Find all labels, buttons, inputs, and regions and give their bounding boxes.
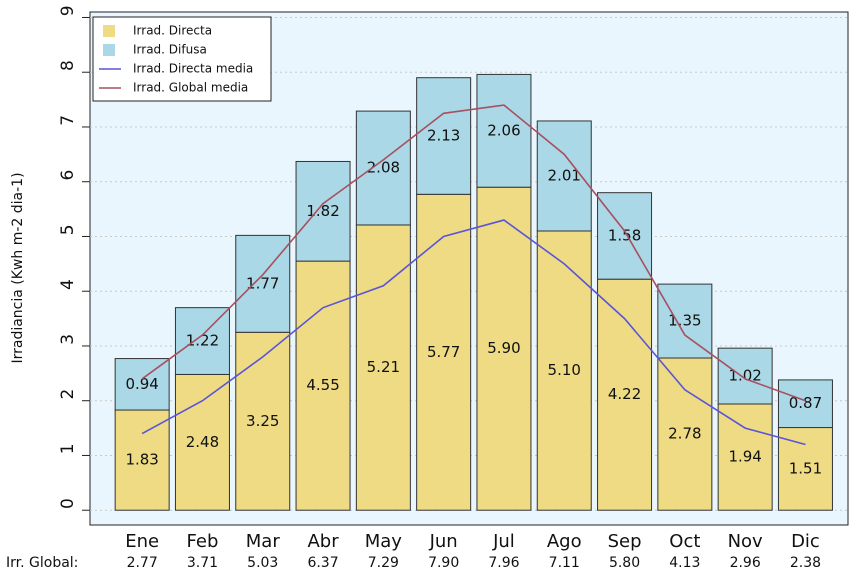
bar [355, 110, 411, 226]
bar [114, 358, 170, 411]
bar [416, 193, 472, 511]
legend-label: Irrad. Global media [133, 81, 248, 95]
global-label: 2.38 [790, 555, 821, 571]
line [141, 104, 806, 402]
x-tick-label: Jul [492, 531, 515, 552]
x-tick-label: Ene [125, 531, 159, 552]
bar [476, 73, 532, 188]
x-tick-label: Mar [246, 531, 281, 552]
bar [416, 77, 472, 195]
data-label: 2.48 [186, 433, 219, 451]
y-axis-label: Irradiancia (Kwh m-2 dia-1) [10, 172, 26, 363]
bar [777, 379, 833, 429]
data-label: 2.06 [487, 121, 520, 139]
x-tick-label: Dic [791, 531, 820, 552]
bar [114, 409, 170, 511]
bar [536, 230, 592, 511]
data-label: 0.87 [789, 394, 822, 412]
data-label: 4.55 [306, 376, 339, 394]
legend-swatch [103, 44, 115, 56]
y-tick-label: 0 [58, 498, 78, 509]
data-label: 2.78 [668, 425, 701, 443]
x-tick-label: Ago [547, 531, 582, 552]
bar [657, 357, 713, 511]
data-label: 1.58 [608, 226, 641, 244]
data-label: 1.51 [789, 459, 822, 477]
data-label: 2.01 [548, 166, 581, 184]
bar [476, 186, 532, 511]
x-tick-label: Oct [669, 531, 700, 552]
legend-label: Irrad. Directa [133, 24, 212, 38]
global-label: 7.96 [488, 555, 519, 571]
x-tick-label: Feb [187, 531, 219, 552]
legend-label: Irrad. Difusa [133, 43, 207, 57]
data-label: 4.22 [608, 385, 641, 403]
global-label: 2.77 [127, 555, 158, 571]
bar [174, 307, 230, 375]
x-tick-label: Sep [608, 531, 642, 552]
bar [295, 160, 351, 262]
bar [174, 373, 230, 511]
bar [355, 224, 411, 511]
y-tick-label: 9 [58, 5, 78, 16]
y-tick-label: 8 [58, 60, 78, 71]
y-tick-label: 6 [58, 170, 78, 181]
legend-swatch [103, 25, 115, 37]
data-label: 5.21 [367, 358, 400, 376]
global-label: 3.71 [187, 555, 218, 571]
bar [235, 234, 291, 333]
global-label: 2.96 [730, 555, 761, 571]
y-tick-label: 5 [58, 224, 78, 235]
data-label: 1.02 [728, 367, 761, 385]
data-label: 1.77 [246, 274, 279, 292]
data-label: 1.94 [728, 448, 761, 466]
line [141, 219, 806, 446]
y-tick-label: 3 [58, 334, 78, 345]
x-tick-label: May [365, 531, 403, 552]
x-tick-label: Nov [728, 531, 763, 552]
y-tick-label: 4 [58, 279, 78, 290]
y-tick-label: 1 [58, 443, 78, 454]
data-label: 3.25 [246, 412, 279, 430]
bar [717, 347, 773, 405]
global-label: 6.37 [307, 555, 338, 571]
data-label: 1.35 [668, 312, 701, 330]
bar [657, 283, 713, 359]
data-label: 5.77 [427, 343, 460, 361]
x-tick-label: Jun [429, 531, 458, 552]
legend-box [92, 16, 272, 102]
data-label: 2.13 [427, 127, 460, 145]
global-label: 7.90 [428, 555, 459, 571]
data-label: 1.83 [125, 451, 158, 469]
data-label: 2.08 [367, 159, 400, 177]
y-tick-label: 7 [58, 115, 78, 126]
data-label: 5.10 [548, 361, 581, 379]
legend-label: Irrad. Directa media [133, 62, 253, 76]
data-label: 1.22 [186, 332, 219, 350]
global-label: 7.29 [368, 555, 399, 571]
y-tick-label: 2 [58, 389, 78, 400]
global-row-title: Irr. Global: [6, 555, 78, 571]
data-label: 5.90 [487, 339, 520, 357]
data-label: 1.82 [306, 202, 339, 220]
global-label: 4.13 [669, 555, 700, 571]
x-tick-label: Abr [307, 531, 339, 552]
global-label: 5.03 [247, 555, 278, 571]
global-label: 7.11 [549, 555, 580, 571]
global-label: 5.80 [609, 555, 640, 571]
data-label: 0.94 [125, 375, 158, 393]
